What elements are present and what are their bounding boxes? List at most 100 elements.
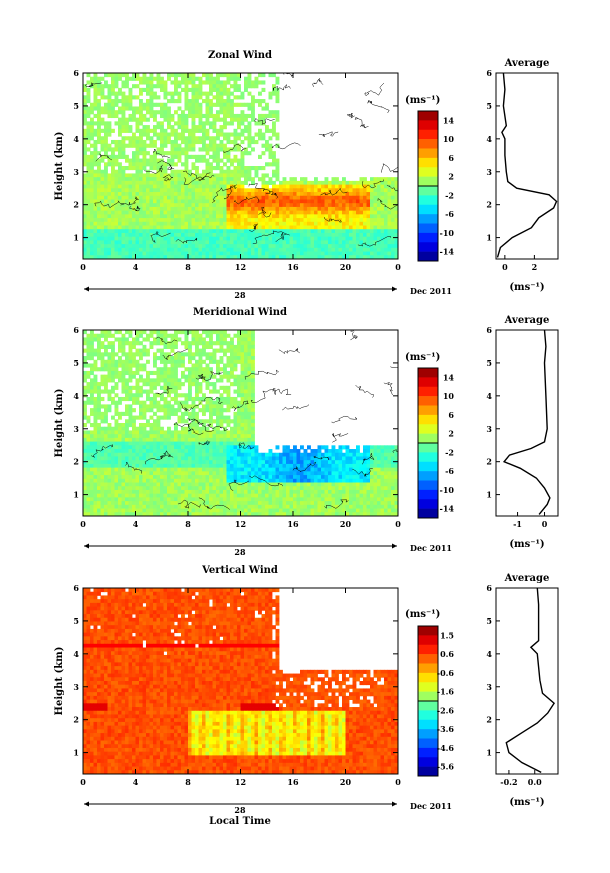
meridional-wind-heatmap-cell bbox=[97, 471, 101, 476]
zonal-wind-heatmap-cell bbox=[265, 199, 269, 204]
zonal-wind-heatmap-cell bbox=[268, 177, 273, 182]
meridional-wind-heatmap-cell bbox=[230, 434, 234, 439]
meridional-wind-heatmap-cell bbox=[167, 404, 171, 409]
zonal-wind-heatmap-cell bbox=[118, 76, 122, 81]
meridional-wind-heatmap-cell bbox=[86, 430, 91, 435]
meridional-wind-heatmap-cell bbox=[128, 356, 133, 361]
zonal-wind-heatmap-cell bbox=[121, 214, 126, 219]
meridional-wind-heatmap-cell bbox=[275, 460, 280, 465]
zonal-wind-heatmap-cell bbox=[244, 240, 248, 245]
meridional-wind-heatmap-cell bbox=[251, 330, 255, 335]
meridional-wind-heatmap-cell bbox=[156, 426, 161, 431]
zonal-wind-heatmap-cell bbox=[188, 203, 192, 208]
zonal-wind-heatmap-cell bbox=[254, 199, 259, 204]
zonal-wind-heatmap-cell bbox=[118, 125, 122, 130]
zonal-wind-heatmap-cell bbox=[90, 195, 94, 200]
zonal-wind-heatmap-cell bbox=[247, 210, 252, 215]
meridional-wind-heatmap-cell bbox=[156, 449, 161, 454]
meridional-wind-heatmap-cell bbox=[163, 330, 168, 335]
zonal-wind-heatmap-cell bbox=[125, 158, 129, 163]
zonal-wind-heatmap-cell bbox=[160, 251, 164, 256]
zonal-wind-heatmap-cell bbox=[230, 199, 234, 204]
meridional-wind-heatmap-cell bbox=[139, 441, 143, 446]
meridional-wind-heatmap-cell bbox=[223, 348, 227, 353]
zonal-wind-heatmap-cell bbox=[153, 247, 157, 252]
meridional-wind-heatmap-cell bbox=[237, 400, 241, 405]
meridional-wind-heatmap-cell bbox=[195, 449, 199, 454]
zonal-wind-heatmap-cell bbox=[370, 240, 374, 245]
meridional-wind-heatmap-cell bbox=[160, 471, 164, 476]
meridional-wind-heatmap-cell bbox=[226, 374, 231, 379]
zonal-wind-heatmap-cell bbox=[209, 247, 213, 252]
zonal-wind-heatmap-cell bbox=[163, 113, 168, 119]
zonal-wind-heatmap-cell bbox=[345, 214, 350, 219]
meridional-wind-heatmap-cell bbox=[233, 389, 238, 394]
zonal-wind-heatmap-cell bbox=[216, 195, 220, 200]
meridional-wind-heatmap-cell bbox=[198, 348, 203, 353]
zonal-wind-heatmap-cell bbox=[114, 218, 119, 223]
meridional-wind-heatmap-cell bbox=[216, 359, 220, 364]
meridional-wind-heatmap-cell bbox=[202, 341, 206, 346]
meridional-wind-heatmap-cell bbox=[184, 437, 189, 442]
zonal-wind-heatmap-cell bbox=[328, 184, 332, 189]
meridional-wind-heatmap-cell bbox=[230, 430, 234, 435]
meridional-wind-heatmap-cell bbox=[195, 434, 199, 439]
meridional-wind-heatmap-cell bbox=[223, 463, 227, 469]
zonal-wind-heatmap-cell bbox=[258, 73, 262, 78]
meridional-wind-heatmap-cell bbox=[153, 430, 157, 435]
meridional-wind-heatmap-cell bbox=[142, 415, 147, 420]
meridional-wind-heatmap-cell bbox=[142, 467, 147, 472]
meridional-wind-heatmap-cell bbox=[184, 330, 189, 335]
meridional-wind-heatmap-cell bbox=[226, 356, 231, 361]
zonal-wind-heatmap-cell bbox=[118, 210, 122, 215]
zonal-wind-heatmap-cell bbox=[107, 240, 112, 245]
meridional-wind-heatmap-cell bbox=[184, 471, 189, 476]
meridional-wind-heatmap-cell bbox=[83, 393, 87, 398]
zonal-wind-heatmap-cell bbox=[349, 184, 353, 189]
zonal-wind-heatmap-cell bbox=[177, 173, 182, 178]
zonal-wind-heatmap-cell bbox=[163, 192, 168, 197]
zonal-wind-heatmap-cell bbox=[272, 125, 276, 130]
zonal-wind-heatmap-cell bbox=[219, 203, 224, 208]
zonal-wind-heatmap-cell bbox=[366, 221, 371, 226]
meridional-wind-heatmap-cell bbox=[174, 382, 178, 387]
zonal-wind-heatmap-cell bbox=[317, 232, 322, 238]
meridional-wind-heatmap-cell bbox=[247, 445, 252, 450]
meridional-wind-heatmap-cell bbox=[296, 449, 301, 454]
meridional-wind-heatmap-cell bbox=[212, 352, 217, 357]
zonal-wind-contour-line bbox=[347, 112, 355, 119]
zonal-wind-heatmap-cell bbox=[202, 154, 206, 159]
zonal-wind-heatmap-cell bbox=[328, 180, 332, 185]
zonal-wind-heatmap-cell bbox=[160, 128, 164, 133]
meridional-wind-heatmap-cell bbox=[170, 404, 175, 409]
meridional-wind-heatmap-cell bbox=[132, 352, 136, 357]
zonal-wind-heatmap-cell bbox=[300, 195, 304, 200]
zonal-wind-heatmap-cell bbox=[307, 184, 311, 189]
zonal-wind-heatmap-cell bbox=[230, 158, 234, 163]
zonal-wind-heatmap-cell bbox=[251, 225, 255, 230]
zonal-wind-heatmap-cell bbox=[251, 221, 255, 226]
meridional-wind-heatmap-cell bbox=[191, 441, 196, 446]
meridional-wind-heatmap-cell bbox=[153, 441, 157, 446]
zonal-wind-heatmap-cell bbox=[230, 192, 234, 197]
zonal-wind-heatmap-cell bbox=[100, 180, 105, 185]
meridional-wind-heatmap-cell bbox=[156, 356, 161, 361]
zonal-wind-heatmap-cell bbox=[188, 80, 192, 85]
zonal-wind-heatmap-cell bbox=[195, 180, 199, 185]
zonal-wind-heatmap-cell bbox=[170, 244, 175, 249]
meridional-wind-heatmap-cell bbox=[114, 382, 119, 387]
meridional-wind-heatmap-cell bbox=[188, 374, 192, 379]
meridional-wind-heatmap-cell bbox=[160, 445, 164, 450]
meridional-wind-heatmap-cell bbox=[233, 430, 238, 435]
zonal-wind-heatmap-cell bbox=[83, 87, 87, 92]
zonal-wind-heatmap-cell bbox=[191, 84, 196, 89]
zonal-wind-heatmap-cell bbox=[149, 106, 154, 111]
meridional-wind-heatmap-cell bbox=[205, 430, 210, 435]
zonal-wind-heatmap-cell bbox=[317, 214, 322, 219]
zonal-wind-heatmap-cell bbox=[223, 91, 227, 96]
zonal-wind-heatmap-cell bbox=[209, 229, 213, 234]
meridional-wind-heatmap-cell bbox=[153, 460, 157, 465]
meridional-wind-heatmap-cell bbox=[237, 411, 241, 416]
meridional-wind-heatmap-cell bbox=[100, 359, 105, 364]
zonal-wind-heatmap-cell bbox=[335, 188, 339, 193]
